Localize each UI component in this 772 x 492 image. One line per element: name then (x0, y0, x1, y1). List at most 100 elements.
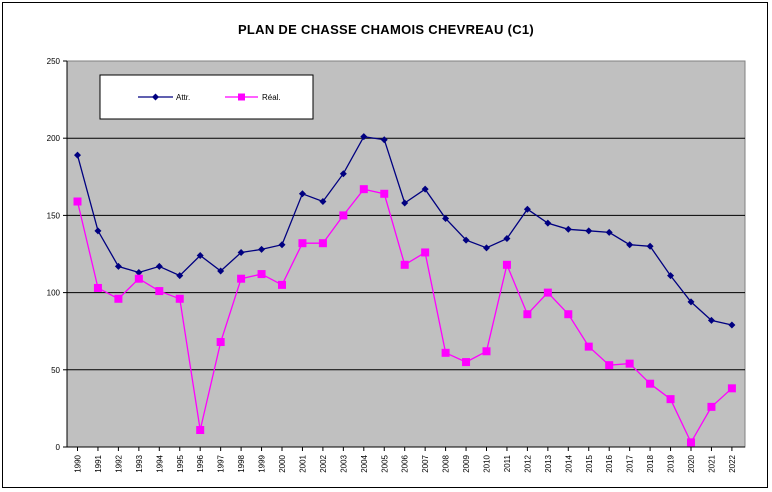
data-point (626, 241, 634, 249)
data-point (523, 205, 531, 213)
x-tick-label: 2012 (523, 454, 532, 472)
legend-box (99, 74, 314, 120)
data-point (421, 185, 429, 193)
x-tick-label: 1990 (74, 454, 83, 472)
data-point (339, 211, 348, 220)
data-point (585, 227, 593, 235)
x-tick-label: 2008 (442, 454, 451, 472)
data-point (258, 245, 266, 253)
y-tick-label: 50 (51, 366, 60, 375)
x-tick-label: 2019 (667, 454, 676, 472)
data-point (544, 219, 552, 227)
x-tick-label: 2016 (605, 454, 614, 472)
x-tick-label: 1995 (176, 454, 185, 472)
data-point (176, 272, 184, 280)
x-axis: 1990 1991 1992 1993 1994 1995 1996 1997 1998 1999… (67, 446, 745, 473)
legend-label-real: Réal. (262, 93, 281, 102)
chart-title: PLAN DE CHASSE CHAMOIS CHEVREAU (C1) (237, 22, 535, 37)
x-tick-label: 2017 (626, 454, 635, 472)
data-point (584, 342, 593, 351)
gridlines (67, 137, 745, 371)
data-point (339, 170, 347, 178)
data-point (135, 269, 143, 277)
data-point (667, 272, 675, 280)
y-tick-label: 0 (56, 443, 61, 452)
data-point (237, 274, 246, 283)
data-point (503, 235, 511, 243)
y-tick-label: 200 (47, 134, 61, 143)
data-point (217, 267, 225, 275)
data-point (666, 395, 675, 404)
data-point (318, 239, 327, 248)
data-point (441, 348, 450, 357)
x-tick-label: 2020 (687, 454, 696, 472)
x-tick-label: 2007 (421, 454, 430, 472)
x-tick-label: 2021 (707, 454, 716, 472)
data-point (359, 185, 368, 194)
y-tick-label: 150 (47, 211, 61, 220)
x-tick-label: 1992 (114, 454, 123, 472)
data-point (93, 283, 102, 292)
y-axis: 0 50 100 150 200 250 (47, 57, 68, 452)
data-point (605, 361, 614, 370)
data-point (319, 198, 327, 206)
data-point (625, 359, 634, 368)
data-point (114, 294, 123, 303)
x-tick-label: 2003 (339, 454, 348, 472)
x-tick-label: 1991 (94, 454, 103, 472)
legend-marker-real (238, 93, 245, 101)
x-tick-label: 1999 (258, 454, 267, 472)
x-tick-label: 1994 (155, 454, 164, 472)
data-point (155, 262, 163, 270)
y-tick-label: 250 (47, 57, 61, 66)
data-point (257, 270, 266, 279)
data-point (278, 241, 286, 249)
data-point (421, 248, 430, 257)
x-tick-label: 1996 (196, 454, 205, 472)
y-tick-label: 100 (47, 289, 61, 298)
data-point (462, 236, 470, 244)
data-point (564, 310, 573, 319)
data-point (196, 252, 204, 260)
data-point (380, 136, 388, 144)
data-point (687, 298, 695, 306)
data-point (155, 287, 164, 296)
data-point (707, 316, 715, 324)
x-tick-label: 2022 (728, 454, 737, 472)
data-point (216, 338, 225, 347)
series-layer (73, 133, 736, 447)
data-point (237, 248, 245, 256)
legend-label-attr: Attr. (176, 93, 190, 102)
data-point (134, 274, 143, 283)
data-point (73, 197, 82, 206)
x-tick-label: 1998 (237, 454, 246, 472)
legend: Attr. Réal. (99, 74, 314, 120)
data-point (278, 280, 286, 289)
data-point (482, 347, 491, 356)
x-tick-label: 2001 (298, 454, 307, 472)
x-tick-label: 2002 (319, 454, 328, 472)
data-point (442, 214, 450, 222)
data-point (728, 321, 736, 329)
data-point (543, 288, 552, 297)
x-tick-label: 2004 (360, 454, 369, 472)
x-tick-label: 2006 (401, 454, 410, 472)
legend-marker-attr (152, 93, 159, 101)
x-tick-label: 2000 (278, 454, 287, 472)
x-tick-label: 2010 (483, 454, 492, 472)
data-point (483, 244, 490, 252)
data-point (707, 402, 716, 411)
plot-area (66, 60, 746, 448)
x-tick-label: 2009 (462, 454, 471, 472)
x-tick-label: 1993 (135, 454, 144, 472)
data-point (298, 239, 307, 248)
data-point (523, 310, 532, 319)
data-point (401, 199, 409, 207)
x-tick-label: 2015 (585, 454, 594, 472)
data-point (196, 426, 205, 435)
x-tick-label: 2005 (380, 454, 389, 472)
x-tick-label: 2011 (503, 454, 512, 472)
data-point (114, 262, 122, 270)
x-tick-label: 2013 (544, 454, 553, 472)
